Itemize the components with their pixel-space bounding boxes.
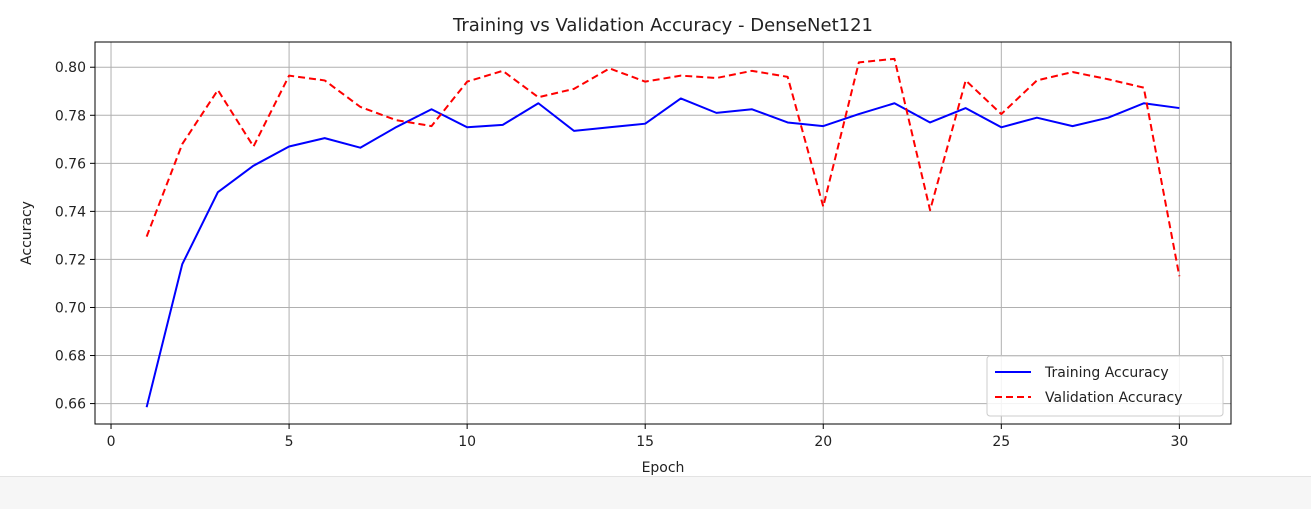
legend-box	[986, 355, 1224, 417]
legend-label-training: Training Accuracy	[1044, 365, 1169, 381]
x-tick-label: 15	[636, 434, 654, 450]
series-line-validation	[145, 57, 1181, 277]
y-tick-label: 0.66	[55, 397, 86, 413]
x-tick-label: 0	[107, 434, 116, 450]
y-tick-label: 0.68	[55, 349, 86, 365]
y-tick-label: 0.80	[55, 60, 86, 76]
y-axis: 0.66 0.68 0.70 0.72 0.74 0.76 0.78 0.80	[55, 60, 95, 413]
notebook-output-strip	[0, 476, 1311, 509]
legend: Training Accuracy Validation Accuracy	[986, 355, 1224, 417]
y-tick-label: 0.72	[55, 252, 86, 268]
line-chart: 0 5 10 15 20 25 30 0.66 0.68 0.70 0.72 0.74 0.76 0.7…	[19, 15, 1232, 476]
y-tick-label: 0.78	[55, 108, 86, 124]
chart-title: Training vs Validation Accuracy - DenseN…	[452, 15, 873, 36]
legend-label-validation: Validation Accuracy	[1045, 390, 1183, 406]
x-tick-label: 10	[458, 434, 476, 450]
series-line-training	[145, 97, 1180, 408]
x-tick-label: 25	[992, 434, 1010, 450]
x-tick-label: 30	[1170, 434, 1188, 450]
series-layer	[145, 57, 1181, 408]
x-axis-label: Epoch	[642, 460, 685, 476]
x-axis: 0 5 10 15 20 25 30	[107, 424, 1188, 450]
y-tick-label: 0.76	[55, 156, 86, 172]
y-tick-label: 0.70	[55, 300, 86, 316]
x-tick-label: 5	[285, 434, 294, 450]
y-tick-label: 0.74	[55, 204, 86, 220]
grid	[95, 42, 1231, 424]
plot-frame	[94, 41, 1232, 425]
y-axis-label: Accuracy	[19, 201, 35, 265]
x-tick-label: 20	[814, 434, 832, 450]
